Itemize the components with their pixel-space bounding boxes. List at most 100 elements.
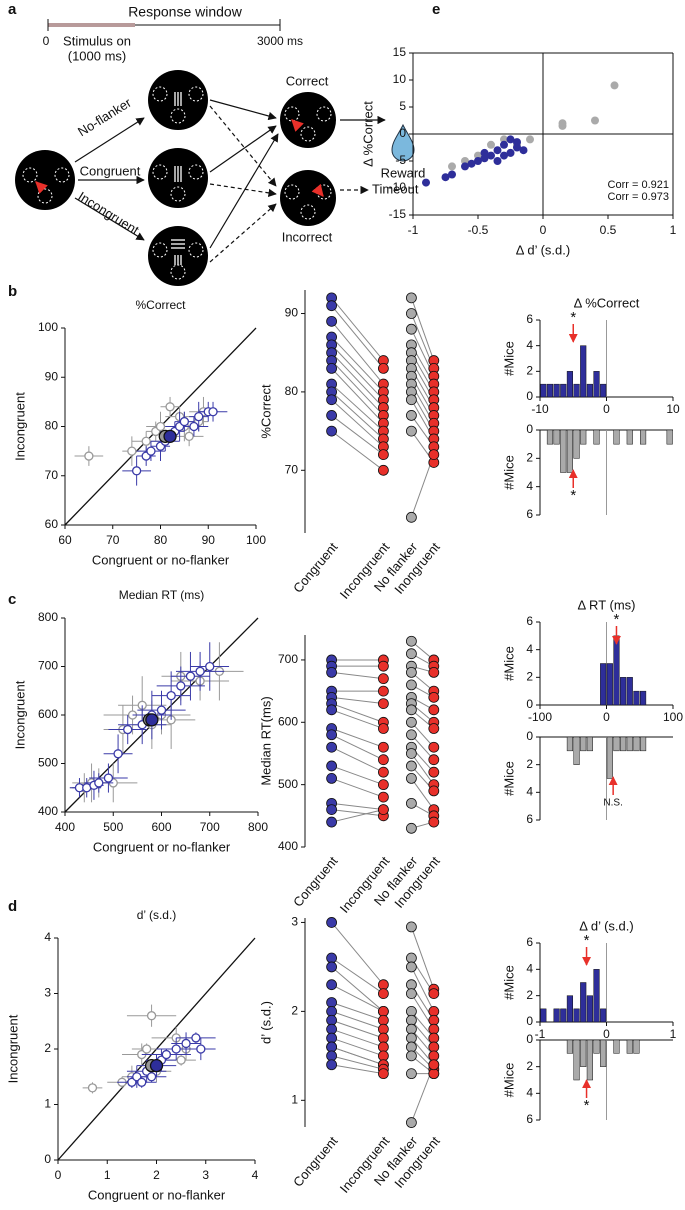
point [137,1077,147,1087]
y-tick-label: 0 [526,697,533,711]
y-tick-label: 0 [44,1152,51,1166]
x-tick-label: 0 [55,1168,62,1182]
point [377,449,389,461]
arrows [74,99,386,249]
pair-line [331,1037,384,1057]
pair-line [331,1064,384,1075]
x-tick-label: 1 [670,223,677,237]
point [441,173,450,182]
point [480,148,489,157]
point [146,1011,157,1021]
bar [586,995,593,1023]
pair-line [331,1055,384,1070]
pair-line [331,368,384,424]
x-axis-label: Congruent or no-flanker [88,1187,226,1202]
annotation: * [570,487,576,504]
point [428,449,440,461]
y-tick-label: 4 [526,338,533,352]
point [326,804,338,815]
x-tick-label: 0 [540,223,547,237]
y-tick-label: 5 [399,99,406,113]
point [113,749,123,759]
y-tick-label: 10 [393,72,407,86]
pair-line [331,984,384,1012]
point [377,988,389,999]
point [405,410,417,421]
point [326,300,338,312]
y-tick-label: 2 [526,364,533,378]
x-tick-label: -10 [531,402,549,416]
point [326,362,338,374]
bar [566,371,573,398]
chart-title: Median RT (ms) [119,588,205,602]
point [591,116,599,125]
y-tick-label: 1 [44,1097,51,1111]
bar [593,969,600,1023]
point [377,779,389,791]
point [526,135,534,144]
pair-line [331,1002,384,1021]
pair-line [331,703,384,723]
bar [566,995,573,1023]
target-zones [22,86,332,280]
pair-line [331,746,384,773]
bar [613,736,620,752]
chart-title: Δ %Correct [574,295,640,310]
point [428,691,440,703]
point [428,785,440,797]
point [195,666,205,676]
x-tick-label: 3 [202,1168,209,1182]
bar [580,736,587,752]
point [500,140,508,149]
point [326,773,338,784]
y-axis-label: #Mice [501,761,516,796]
y-tick-label: 2 [44,1041,51,1055]
bar [593,371,600,398]
pair-line [331,321,384,385]
condition-label: No-flanker [75,94,134,139]
point [428,741,440,753]
y-tick-label: 6 [526,507,533,521]
point [377,685,389,697]
point [474,157,482,165]
pair-line [331,765,384,786]
gratings [171,92,185,265]
point [377,723,389,734]
point [194,411,204,422]
y-tick-label: 600 [278,714,298,728]
point [610,81,619,90]
point [405,760,417,772]
point [326,1059,338,1071]
pair-line [331,802,384,811]
stimulus-duration: (1000 ms) [68,48,127,63]
bar [620,736,627,752]
panel-label: b [8,283,17,300]
pair-line [331,360,384,416]
point [428,1059,440,1071]
point [405,773,417,784]
bar [640,429,647,445]
point [155,421,166,432]
annotation: Corr = 0.921 [608,179,669,191]
bar [586,736,593,752]
y-tick-label: 500 [278,777,298,791]
y-tick-label: 6 [526,812,533,826]
pair-line [331,336,384,393]
bar [600,383,607,398]
reward-drop [391,123,415,162]
bar [640,736,647,752]
point [405,1050,417,1062]
x-axis-label: Congruent or no-flanker [93,839,231,854]
x-tick-label: 2 [153,1168,160,1182]
bar [546,383,554,398]
point [500,151,508,160]
point [428,816,440,828]
pair-line [331,383,384,432]
pair-line [411,1019,435,1048]
point [405,729,417,741]
pair-line [331,671,384,680]
y-tick-label: 3 [291,915,298,929]
bar [626,677,633,706]
point [405,648,417,660]
x-tick-label: 100 [246,533,266,547]
